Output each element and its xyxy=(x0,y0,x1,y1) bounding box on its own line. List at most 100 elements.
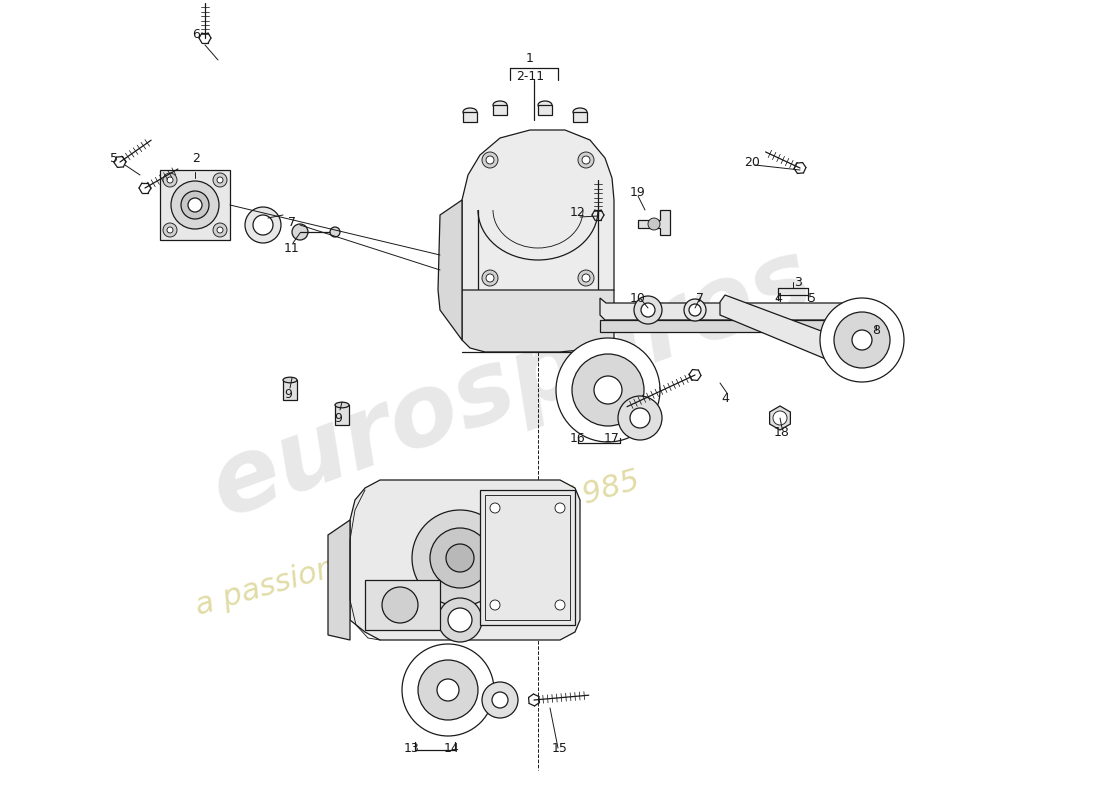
Circle shape xyxy=(556,503,565,513)
Polygon shape xyxy=(720,295,858,368)
Circle shape xyxy=(556,600,565,610)
Circle shape xyxy=(578,270,594,286)
Circle shape xyxy=(167,227,173,233)
Polygon shape xyxy=(438,200,462,340)
Circle shape xyxy=(582,156,590,164)
Circle shape xyxy=(213,223,227,237)
Circle shape xyxy=(163,173,177,187)
Circle shape xyxy=(382,587,418,623)
Circle shape xyxy=(490,503,500,513)
Circle shape xyxy=(217,227,223,233)
Polygon shape xyxy=(462,290,614,352)
Circle shape xyxy=(773,411,786,425)
Text: 6: 6 xyxy=(192,29,200,42)
Bar xyxy=(283,380,297,400)
Polygon shape xyxy=(600,320,860,332)
Circle shape xyxy=(402,644,494,736)
Circle shape xyxy=(492,692,508,708)
Circle shape xyxy=(182,191,209,219)
Circle shape xyxy=(446,544,474,572)
Text: 7: 7 xyxy=(696,291,704,305)
Circle shape xyxy=(648,218,660,230)
Text: 12: 12 xyxy=(570,206,586,218)
Polygon shape xyxy=(462,130,614,298)
Circle shape xyxy=(820,298,904,382)
Circle shape xyxy=(292,224,308,240)
Circle shape xyxy=(641,303,654,317)
Circle shape xyxy=(852,330,872,350)
Bar xyxy=(485,495,570,620)
Ellipse shape xyxy=(573,108,587,116)
Circle shape xyxy=(418,660,478,720)
Bar xyxy=(336,405,349,425)
Circle shape xyxy=(245,207,280,243)
Text: 16: 16 xyxy=(570,431,586,445)
Circle shape xyxy=(556,338,660,442)
Circle shape xyxy=(482,270,498,286)
Ellipse shape xyxy=(493,101,507,109)
Text: 5: 5 xyxy=(808,291,816,305)
Text: 9: 9 xyxy=(284,389,292,402)
Polygon shape xyxy=(638,210,670,235)
Text: 13: 13 xyxy=(404,742,420,754)
Circle shape xyxy=(634,296,662,324)
Text: 9: 9 xyxy=(334,411,342,425)
Polygon shape xyxy=(350,480,580,640)
Text: 10: 10 xyxy=(630,291,646,305)
Text: a passion for parts since 1985: a passion for parts since 1985 xyxy=(192,466,644,622)
Text: 2-11: 2-11 xyxy=(516,70,544,82)
Circle shape xyxy=(689,304,701,316)
Text: 4: 4 xyxy=(774,291,782,305)
Bar xyxy=(160,170,230,240)
Ellipse shape xyxy=(336,402,349,408)
Ellipse shape xyxy=(283,378,297,383)
Circle shape xyxy=(163,223,177,237)
Circle shape xyxy=(217,177,223,183)
Circle shape xyxy=(412,510,508,606)
Polygon shape xyxy=(328,520,350,640)
Text: 1: 1 xyxy=(526,51,534,65)
Text: 11: 11 xyxy=(284,242,300,254)
Bar xyxy=(493,105,507,115)
Circle shape xyxy=(213,173,227,187)
Circle shape xyxy=(486,274,494,282)
Circle shape xyxy=(253,215,273,235)
Circle shape xyxy=(167,177,173,183)
Text: 5: 5 xyxy=(110,151,118,165)
Text: 18: 18 xyxy=(774,426,790,438)
Ellipse shape xyxy=(463,108,477,116)
Bar xyxy=(365,580,440,630)
Text: 19: 19 xyxy=(630,186,646,198)
Circle shape xyxy=(630,408,650,428)
Circle shape xyxy=(437,679,459,701)
Circle shape xyxy=(438,598,482,642)
Circle shape xyxy=(188,198,202,212)
Circle shape xyxy=(684,299,706,321)
Circle shape xyxy=(490,600,500,610)
Circle shape xyxy=(582,274,590,282)
Circle shape xyxy=(618,396,662,440)
Text: 14: 14 xyxy=(444,742,460,754)
Bar xyxy=(480,490,575,625)
Circle shape xyxy=(578,152,594,168)
Text: 4: 4 xyxy=(722,391,729,405)
Circle shape xyxy=(170,181,219,229)
Ellipse shape xyxy=(538,101,552,109)
Text: 3: 3 xyxy=(794,275,802,289)
Circle shape xyxy=(430,528,490,588)
Text: 17: 17 xyxy=(604,431,620,445)
Circle shape xyxy=(594,376,621,404)
Circle shape xyxy=(834,312,890,368)
Polygon shape xyxy=(770,406,791,430)
Text: 15: 15 xyxy=(552,742,568,754)
Circle shape xyxy=(482,682,518,718)
Text: 20: 20 xyxy=(744,155,760,169)
Circle shape xyxy=(482,152,498,168)
Polygon shape xyxy=(600,298,862,320)
Text: 7: 7 xyxy=(288,215,296,229)
Text: 2: 2 xyxy=(192,151,200,165)
Bar xyxy=(538,105,552,115)
Bar xyxy=(463,112,477,122)
Circle shape xyxy=(330,227,340,237)
Circle shape xyxy=(572,354,644,426)
